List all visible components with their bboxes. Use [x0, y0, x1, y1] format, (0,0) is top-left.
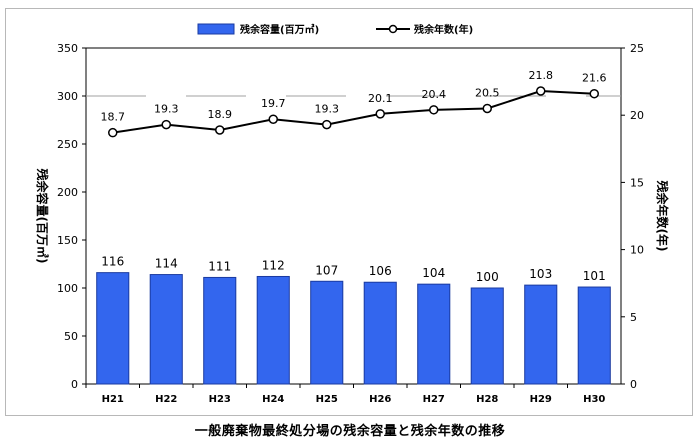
bar-label-H21: 116: [101, 255, 124, 269]
y-tick-label: 150: [57, 234, 78, 247]
bar-H26: [363, 281, 397, 385]
y-axis-title: 残余容量(百万㎥): [35, 169, 50, 264]
bar-H24: [256, 275, 290, 385]
line-point-H30: [589, 88, 599, 99]
y2-tick-label: 25: [630, 42, 644, 55]
y-tick-label: 50: [64, 330, 78, 343]
y2-tick-label: 15: [630, 176, 644, 189]
y2-tick-label: 20: [630, 109, 644, 122]
bar-H29: [524, 284, 558, 385]
x-tick-label: H30: [583, 394, 605, 405]
x-tick-label: H27: [423, 394, 445, 405]
line-point-H29: [536, 86, 546, 96]
x-tick-label: H22: [155, 394, 177, 405]
line-label-H25: 19.3: [315, 103, 340, 116]
y-tick-label: 100: [57, 282, 78, 295]
line-point-H27: [429, 105, 439, 115]
line-label-H23: 18.9: [208, 108, 233, 121]
bar-H23: [203, 276, 237, 385]
legend-label-bar: 残余容量(百万㎥): [240, 23, 319, 36]
bar-label-H30: 101: [583, 269, 606, 283]
bar-label-H29: 103: [529, 267, 552, 281]
x-tick-label: H29: [530, 394, 552, 405]
y-tick-label: 350: [57, 42, 78, 55]
bar-label-H22: 114: [155, 257, 178, 271]
y-tick-label: 200: [57, 186, 78, 199]
bar-label-H28: 100: [476, 270, 499, 284]
x-tick-label: H28: [476, 394, 498, 405]
legend-swatch-bar: [197, 23, 235, 35]
y2-axis-title: 残余年数(年): [655, 181, 670, 252]
bar-H22: [149, 274, 183, 385]
chart: 0 50 100 150 200 250 300 350 0 5 10 15 20 25 116 114 111…: [35, 23, 670, 405]
y2-tick-label: 5: [630, 311, 637, 324]
x-tick-label: H26: [369, 394, 391, 405]
bar-label-H26: 106: [369, 264, 392, 278]
chart-frame: [5, 8, 693, 416]
bar-H25: [310, 280, 344, 385]
bar-label-H23: 111: [208, 259, 231, 273]
y2-tick-label: 10: [630, 244, 644, 257]
chart-caption: 一般廃棄物最終処分場の残余容量と残余年数の推移: [194, 424, 506, 439]
bar-H28: [470, 287, 504, 385]
line-label-H21: 18.7: [101, 111, 126, 124]
x-tick-label: H25: [316, 394, 338, 405]
line-point-H21: [108, 127, 118, 138]
line-point-H25: [322, 119, 332, 130]
line-label-H26: 20.1: [368, 92, 393, 105]
line-series-remaining-years: [112, 89, 595, 134]
line-label-H28: 20.5: [475, 86, 500, 99]
y-tick-label: 250: [57, 138, 78, 151]
line-point-H28: [482, 103, 492, 114]
line-point-H22: [161, 119, 171, 130]
line-label-H24: 19.7: [261, 97, 286, 110]
bar-label-H27: 104: [422, 266, 445, 280]
line-label-H29: 21.8: [529, 69, 554, 82]
bar-H21: [96, 272, 130, 385]
bar-label-H24: 112: [262, 258, 285, 272]
line-point-H26: [375, 109, 385, 119]
bar-H27: [417, 283, 451, 385]
x-tick-label: H23: [209, 394, 231, 405]
legend-swatch-marker: [388, 24, 398, 34]
y-tick-label: 0: [71, 378, 78, 391]
legend-label-line: 残余年数(年): [414, 23, 473, 36]
line-label-H30: 21.6: [582, 72, 607, 85]
x-tick-label: H21: [102, 394, 124, 405]
line-label-H22: 19.3: [154, 103, 179, 116]
y2-tick-label: 0: [630, 378, 637, 391]
line-point-H23: [215, 125, 225, 135]
bar-H30: [577, 286, 611, 385]
line-label-H27: 20.4: [422, 88, 447, 101]
line-point-H24: [268, 114, 278, 124]
bar-label-H25: 107: [315, 263, 338, 277]
x-tick-label: H24: [262, 394, 284, 405]
y-tick-label: 300: [57, 90, 78, 103]
